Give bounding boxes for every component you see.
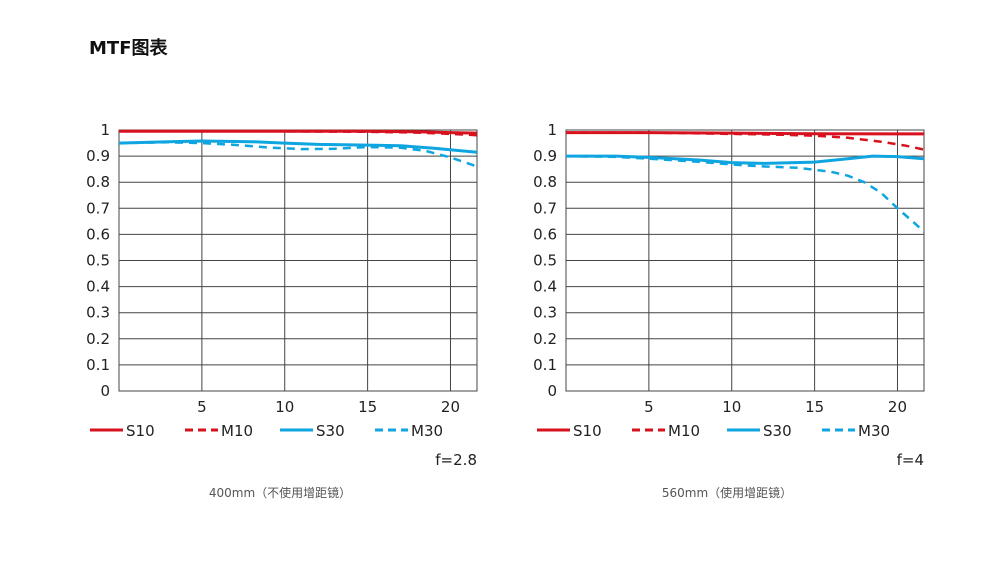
series-line-m30 (118, 141, 478, 168)
y-tick-label: 0.7 (533, 199, 557, 217)
plot-frame (565, 129, 925, 392)
y-tick-label: 0.4 (533, 278, 557, 296)
x-tick-label: 20 (888, 398, 907, 416)
y-tick-label: 0.7 (86, 199, 110, 217)
x-tick-label: 5 (644, 398, 654, 416)
y-tick-label: 0.2 (533, 330, 557, 348)
y-tick-label: 0.8 (86, 173, 110, 191)
series-line-s30 (118, 139, 478, 154)
y-tick-label: 0.3 (86, 304, 110, 322)
legend-label-m10: M10 (668, 422, 700, 440)
legend-label-m10: M10 (221, 422, 253, 440)
x-tick-label: 15 (358, 398, 377, 416)
y-tick-label: 0.9 (86, 147, 110, 165)
f-number-label: f=4 (897, 451, 924, 469)
x-tick-label: 15 (805, 398, 824, 416)
y-tick-label: 0.5 (533, 252, 557, 270)
y-tick-label: 0.5 (86, 252, 110, 270)
x-tick-label: 20 (441, 398, 460, 416)
y-tick-label: 0.4 (86, 278, 110, 296)
series-line-s10 (566, 131, 924, 136)
legend-label-m30: M30 (858, 422, 890, 440)
series-line-s30 (566, 154, 925, 165)
legend-label-s10: S10 (126, 422, 155, 440)
y-tick-label: 1 (547, 121, 557, 139)
y-tick-label: 0.1 (533, 356, 557, 374)
caption-400mm: 400mm（不使用增距镜） (208, 486, 352, 500)
x-tick-label: 10 (275, 398, 294, 416)
y-tick-label: 0 (100, 382, 110, 400)
page-title: MTF图表 (89, 38, 168, 59)
legend-label-s30: S30 (316, 422, 345, 440)
y-tick-label: 0 (547, 382, 557, 400)
y-tick-label: 0.9 (533, 147, 557, 165)
legend-label-m30: M30 (411, 422, 443, 440)
y-tick-label: 0.6 (86, 225, 110, 243)
caption-560mm: 560mm（使用增距镜） (661, 486, 793, 500)
legend-label-s10: S10 (573, 422, 602, 440)
x-tick-label: 5 (197, 398, 207, 416)
series-line-m30 (565, 154, 925, 233)
f-number-label: f=2.8 (435, 451, 477, 469)
y-tick-label: 0.6 (533, 225, 557, 243)
y-tick-label: 0.8 (533, 173, 557, 191)
x-tick-label: 10 (722, 398, 741, 416)
y-tick-label: 0.1 (86, 356, 110, 374)
series-line-s10 (119, 129, 478, 135)
y-tick-label: 0.2 (86, 330, 110, 348)
legend-label-s30: S30 (763, 422, 792, 440)
y-tick-label: 1 (100, 121, 110, 139)
y-tick-label: 0.3 (533, 304, 557, 322)
